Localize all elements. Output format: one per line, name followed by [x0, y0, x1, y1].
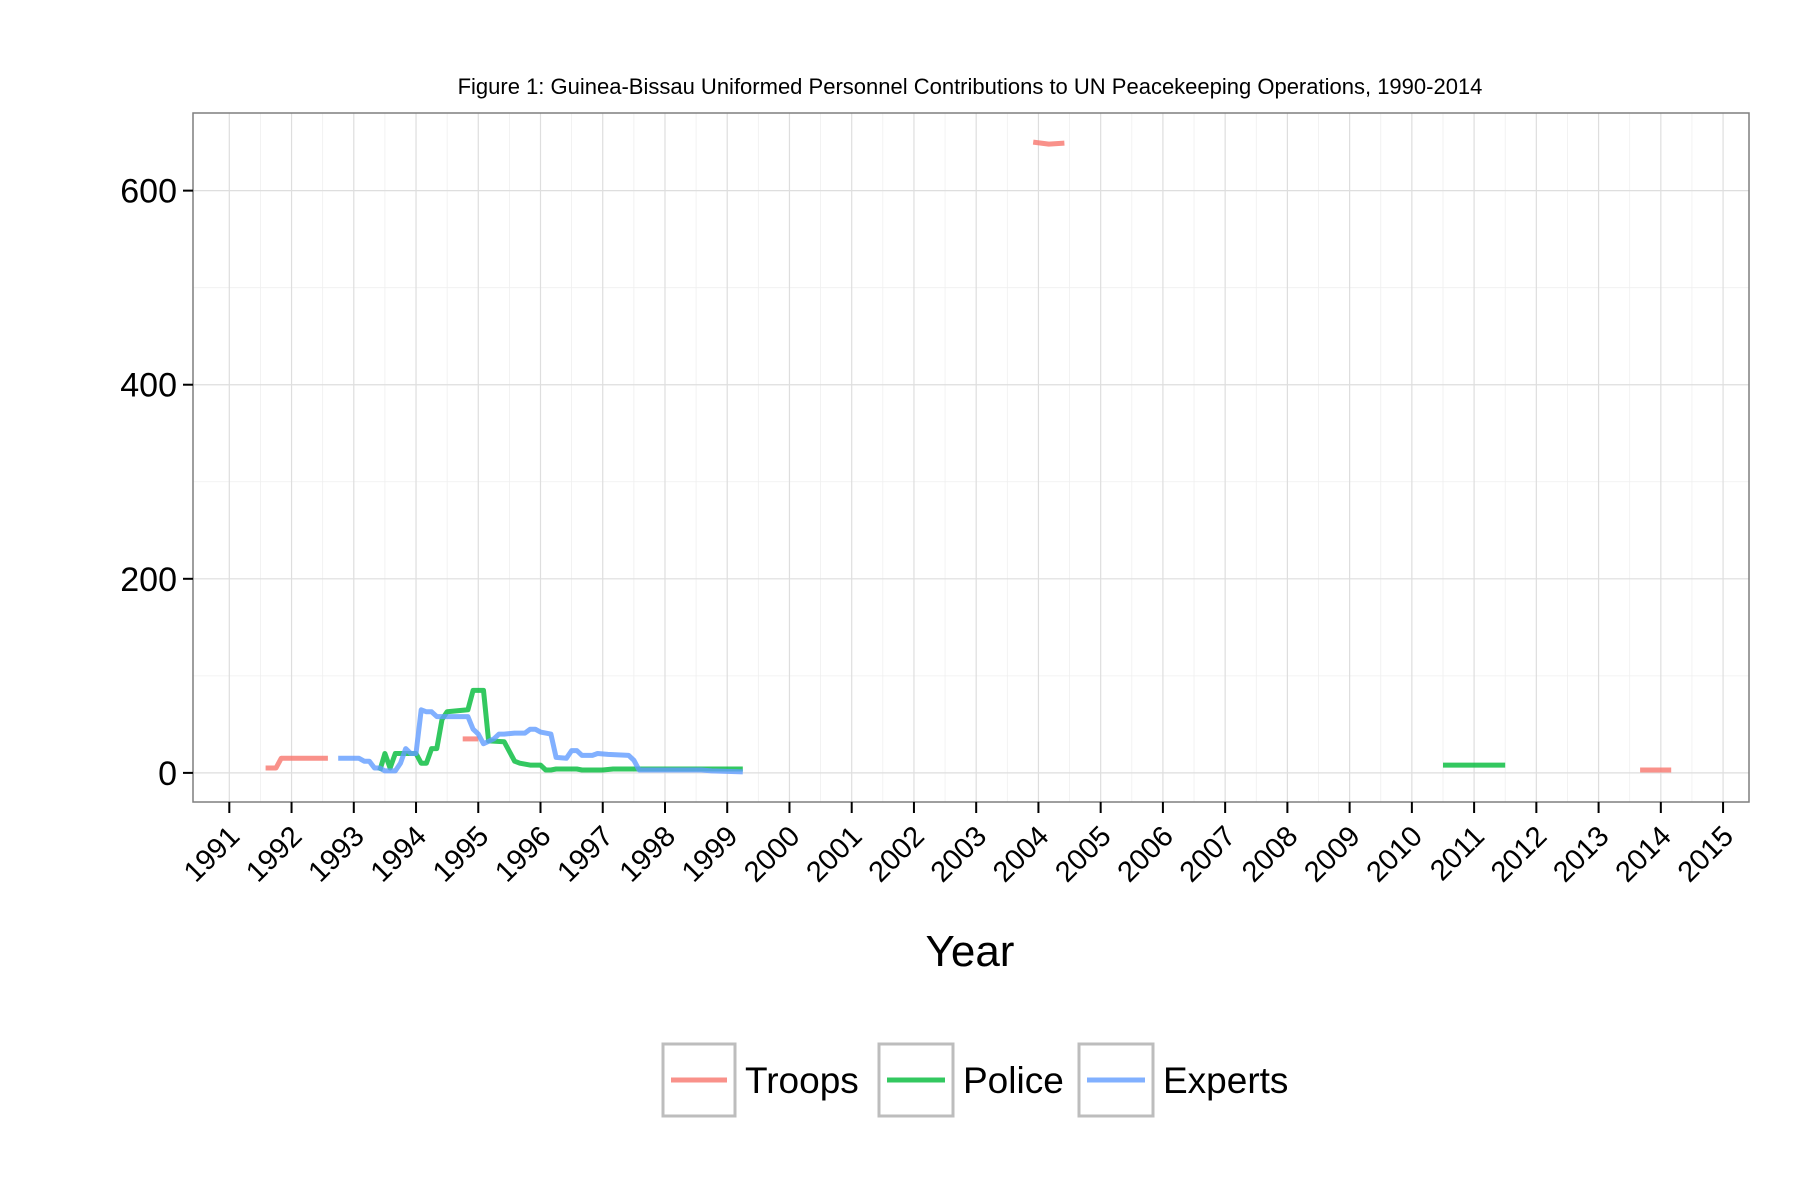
x-tick-label: 2009 — [1298, 820, 1366, 888]
x-tick-label: 1996 — [489, 820, 557, 888]
grid-minor — [193, 113, 1749, 802]
x-tick-label: 2002 — [863, 820, 931, 888]
x-tick-label: 2012 — [1485, 820, 1553, 888]
x-tick-label: 2000 — [738, 820, 806, 888]
legend-label: Experts — [1163, 1060, 1288, 1101]
legend-label: Troops — [745, 1060, 859, 1101]
legend-item-police: Police — [877, 1042, 1064, 1118]
x-tick-label: 2014 — [1610, 820, 1678, 888]
series-line-troops — [1032, 139, 1065, 147]
y-tick-label: 0 — [158, 755, 177, 793]
x-tick-label: 1993 — [302, 820, 370, 888]
x-tick-label: 2004 — [987, 820, 1055, 888]
legend-item-troops: Troops — [661, 1042, 859, 1118]
legend-item-experts: Experts — [1077, 1042, 1288, 1118]
legend-label: Police — [963, 1060, 1064, 1101]
x-tick-label: 2013 — [1547, 820, 1615, 888]
x-tick-label: 2015 — [1672, 820, 1740, 888]
y-tick-label: 400 — [120, 367, 177, 405]
plot-border — [192, 112, 1750, 803]
plot-area — [193, 113, 1749, 802]
series-layer — [265, 139, 1672, 775]
x-tick-label: 1995 — [427, 820, 495, 888]
x-tick-label: 2006 — [1112, 820, 1180, 888]
y-tick-label: 200 — [120, 561, 177, 599]
series-line-troops — [265, 755, 328, 771]
series-line-experts — [338, 707, 743, 775]
x-tick-label: 1998 — [614, 820, 682, 888]
x-tick-label: 2010 — [1361, 820, 1429, 888]
legend: Troops Police Experts — [661, 1042, 1288, 1118]
grid-major — [193, 113, 1749, 802]
x-axis-label: Year — [926, 927, 1015, 976]
y-tick-label: 600 — [120, 173, 177, 211]
x-tick-label: 1999 — [676, 820, 744, 888]
x-tick-label: 2011 — [1424, 820, 1491, 887]
chart-title: Figure 1: Guinea-Bissau Uniformed Person… — [458, 74, 1483, 99]
x-tick-label: 2001 — [800, 820, 868, 888]
x-axis: 1991199219931994199519961997199819992000… — [178, 802, 1740, 889]
x-tick-label: 1991 — [178, 820, 246, 888]
x-tick-label: 2008 — [1236, 820, 1304, 888]
x-tick-label: 2005 — [1049, 820, 1117, 888]
x-tick-label: 2007 — [1174, 820, 1242, 888]
x-tick-label: 1997 — [551, 820, 619, 888]
x-tick-label: 1994 — [365, 820, 433, 888]
x-tick-label: 2003 — [925, 820, 993, 888]
x-tick-label: 1992 — [240, 820, 308, 888]
y-axis: 0 200 400 600 — [120, 173, 193, 793]
